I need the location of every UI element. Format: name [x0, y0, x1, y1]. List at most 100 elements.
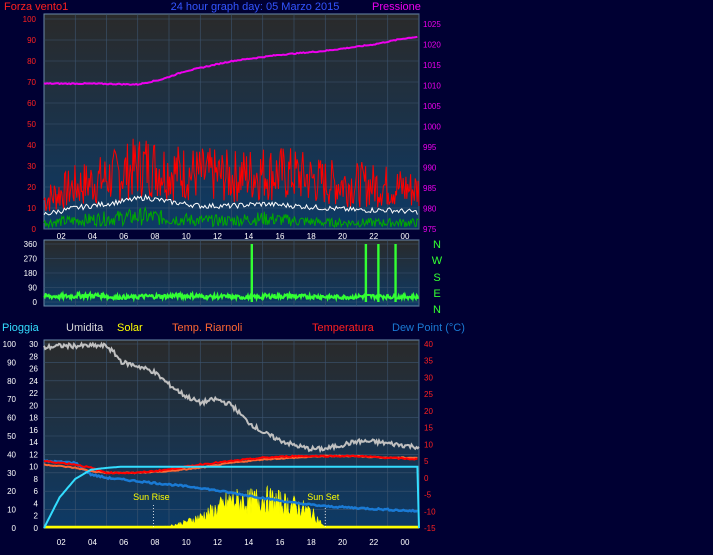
bottom-x-tick-label: 04: [88, 538, 97, 547]
temp-humidity-axes: 0102030405060708090100024681012141618202…: [3, 340, 436, 547]
rain-tick-label: 26: [29, 365, 38, 374]
temp-tick-label: -5: [424, 491, 432, 500]
wind-direction-line: [43, 290, 420, 303]
compass-s: S: [433, 272, 440, 284]
x-tick-label: 02: [57, 232, 66, 241]
left-tick-label: 10: [27, 204, 36, 213]
rain-tick-label: 2: [34, 512, 39, 521]
legend-dew-point: Dew Point (°C): [392, 322, 465, 334]
left-tick-label: 40: [27, 141, 36, 150]
right-tick-label: 1010: [423, 82, 441, 91]
temp-tick-label: -10: [424, 507, 436, 516]
right-tick-label: 975: [423, 225, 437, 234]
humidity-tick-label: 0: [12, 524, 17, 533]
wind-direction-axes: 0 90 180 270 360: [24, 240, 38, 307]
right-tick-label: 1025: [423, 20, 441, 29]
compass-n-top: N: [433, 239, 441, 251]
temp-tick-label: 10: [424, 440, 433, 449]
rain-tick-label: 4: [34, 499, 39, 508]
x-tick-label: 00: [401, 232, 410, 241]
right-tick-label: 990: [423, 164, 437, 173]
humidity-tick-label: 30: [7, 469, 16, 478]
x-tick-label: 06: [119, 232, 128, 241]
x-tick-label: 14: [244, 232, 253, 241]
rain-tick-label: 16: [29, 426, 38, 435]
right-tick-label: 1020: [423, 41, 441, 50]
bottom-x-tick-label: 14: [244, 538, 253, 547]
humidity-tick-label: 70: [7, 395, 16, 404]
legend-pioggia: Pioggia: [2, 322, 40, 334]
legend-umidita: Umidita: [66, 322, 104, 334]
wind-pressure-axes: 0102030405060708090100975980985990995100…: [23, 15, 442, 241]
humidity-tick-label: 90: [7, 358, 16, 367]
wind-pressure-series: [43, 35, 420, 229]
temp-tick-label: 0: [424, 474, 429, 483]
direction-tick-label: 360: [24, 240, 38, 249]
x-tick-label: 18: [307, 232, 316, 241]
wind-avg-line: [43, 193, 418, 216]
temp-humidity-series: [43, 341, 420, 529]
direction-tick-label: 90: [28, 284, 37, 293]
right-tick-label: 985: [423, 184, 437, 193]
humidity-tick-label: 60: [7, 414, 16, 423]
sun-set-label: Sun Set: [307, 492, 340, 502]
rain-tick-label: 22: [29, 389, 38, 398]
rain-tick-label: 18: [29, 414, 38, 423]
bottom-x-tick-label: 22: [369, 538, 378, 547]
x-tick-label: 10: [182, 232, 191, 241]
right-tick-label: 1000: [423, 123, 441, 132]
wind-direction-series: [43, 244, 420, 303]
dew-point-line: [43, 459, 418, 513]
humidity-tick-label: 20: [7, 487, 16, 496]
bottom-x-tick-label: 12: [213, 538, 222, 547]
left-tick-label: 50: [27, 120, 36, 129]
bottom-x-tick-label: 20: [338, 538, 347, 547]
rain-tick-label: 30: [29, 340, 38, 349]
bottom-x-tick-label: 06: [119, 538, 128, 547]
rain-tick-label: 8: [34, 475, 39, 484]
legend-solar: Solar: [117, 322, 143, 334]
left-tick-label: 0: [32, 225, 37, 234]
temp-tick-label: 25: [424, 390, 433, 399]
x-tick-label: 08: [151, 232, 160, 241]
wind-min-line: [43, 206, 420, 229]
left-tick-label: 80: [27, 57, 36, 66]
compass-n-bottom: N: [433, 304, 441, 316]
x-tick-label: 12: [213, 232, 222, 241]
rain-tick-label: 12: [29, 450, 38, 459]
humidity-tick-label: 50: [7, 432, 16, 441]
temp-tick-label: 20: [424, 407, 433, 416]
right-tick-label: 1005: [423, 102, 441, 111]
humidity-tick-label: 10: [7, 506, 16, 515]
rain-tick-label: 24: [29, 377, 38, 386]
pressure-line: [43, 35, 418, 86]
right-tick-label: 1015: [423, 61, 441, 70]
left-tick-label: 60: [27, 99, 36, 108]
compass-e: E: [433, 288, 440, 300]
wind-direction-grid: [44, 240, 420, 306]
left-tick-label: 70: [27, 78, 36, 87]
x-tick-label: 16: [276, 232, 285, 241]
right-tick-label: 980: [423, 205, 437, 214]
x-tick-label: 20: [338, 232, 347, 241]
rain-line: [43, 465, 420, 529]
direction-tick-label: 180: [24, 269, 38, 278]
right-axis-label: Pressione: [372, 1, 421, 13]
rain-tick-label: 10: [29, 463, 38, 472]
left-tick-label: 100: [23, 15, 37, 24]
bottom-x-tick-label: 10: [182, 538, 191, 547]
bottom-x-tick-label: 00: [401, 538, 410, 547]
wind-pressure-grid: [44, 14, 420, 230]
temperature-line: [43, 454, 418, 475]
left-tick-label: 20: [27, 183, 36, 192]
rain-tick-label: 20: [29, 401, 38, 410]
rain-tick-label: 14: [29, 438, 38, 447]
humidity-tick-label: 40: [7, 450, 16, 459]
rain-tick-label: 28: [29, 352, 38, 361]
temp-humidity-grid: [44, 340, 420, 529]
sun-rise-label: Sun Rise: [133, 492, 170, 502]
bottom-x-tick-label: 18: [307, 538, 316, 547]
temp-tick-label: 30: [424, 373, 433, 382]
temp-tick-label: 5: [424, 457, 429, 466]
